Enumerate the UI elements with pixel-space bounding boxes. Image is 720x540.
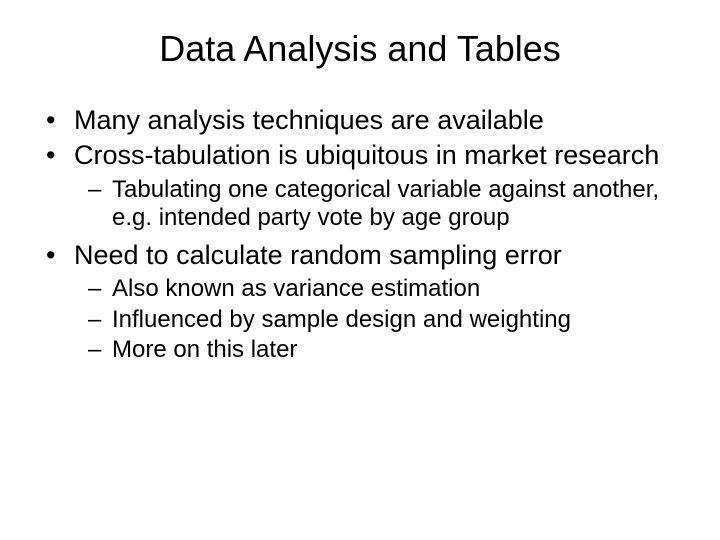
bullet-item: Need to calculate random sampling error … [40,239,680,365]
bullet-text: Need to calculate random sampling error [74,240,562,270]
sub-bullet-text: More on this later [112,336,297,363]
sub-bullet-text: Tabulating one categorical variable agai… [112,176,659,231]
sub-bullet-text: Also known as variance estimation [112,275,480,302]
sub-bullet-item: Tabulating one categorical variable agai… [74,176,680,233]
bullet-item: Cross-tabulation is ubiquitous in market… [40,139,680,233]
bullet-list-level2: Also known as variance estimation Influe… [74,275,680,364]
slide: Data Analysis and Tables Many analysis t… [0,0,720,540]
slide-title: Data Analysis and Tables [40,28,680,70]
sub-bullet-item: Also known as variance estimation [74,275,680,303]
sub-bullet-item: Influenced by sample design and weightin… [74,306,680,334]
bullet-list-level2: Tabulating one categorical variable agai… [74,176,680,233]
bullet-item: Many analysis techniques are available [40,104,680,137]
bullet-text: Cross-tabulation is ubiquitous in market… [74,140,659,170]
bullet-list-level1: Many analysis techniques are available C… [40,104,680,364]
bullet-text: Many analysis techniques are available [74,105,544,135]
sub-bullet-item: More on this later [74,336,680,364]
sub-bullet-text: Influenced by sample design and weightin… [112,306,571,333]
